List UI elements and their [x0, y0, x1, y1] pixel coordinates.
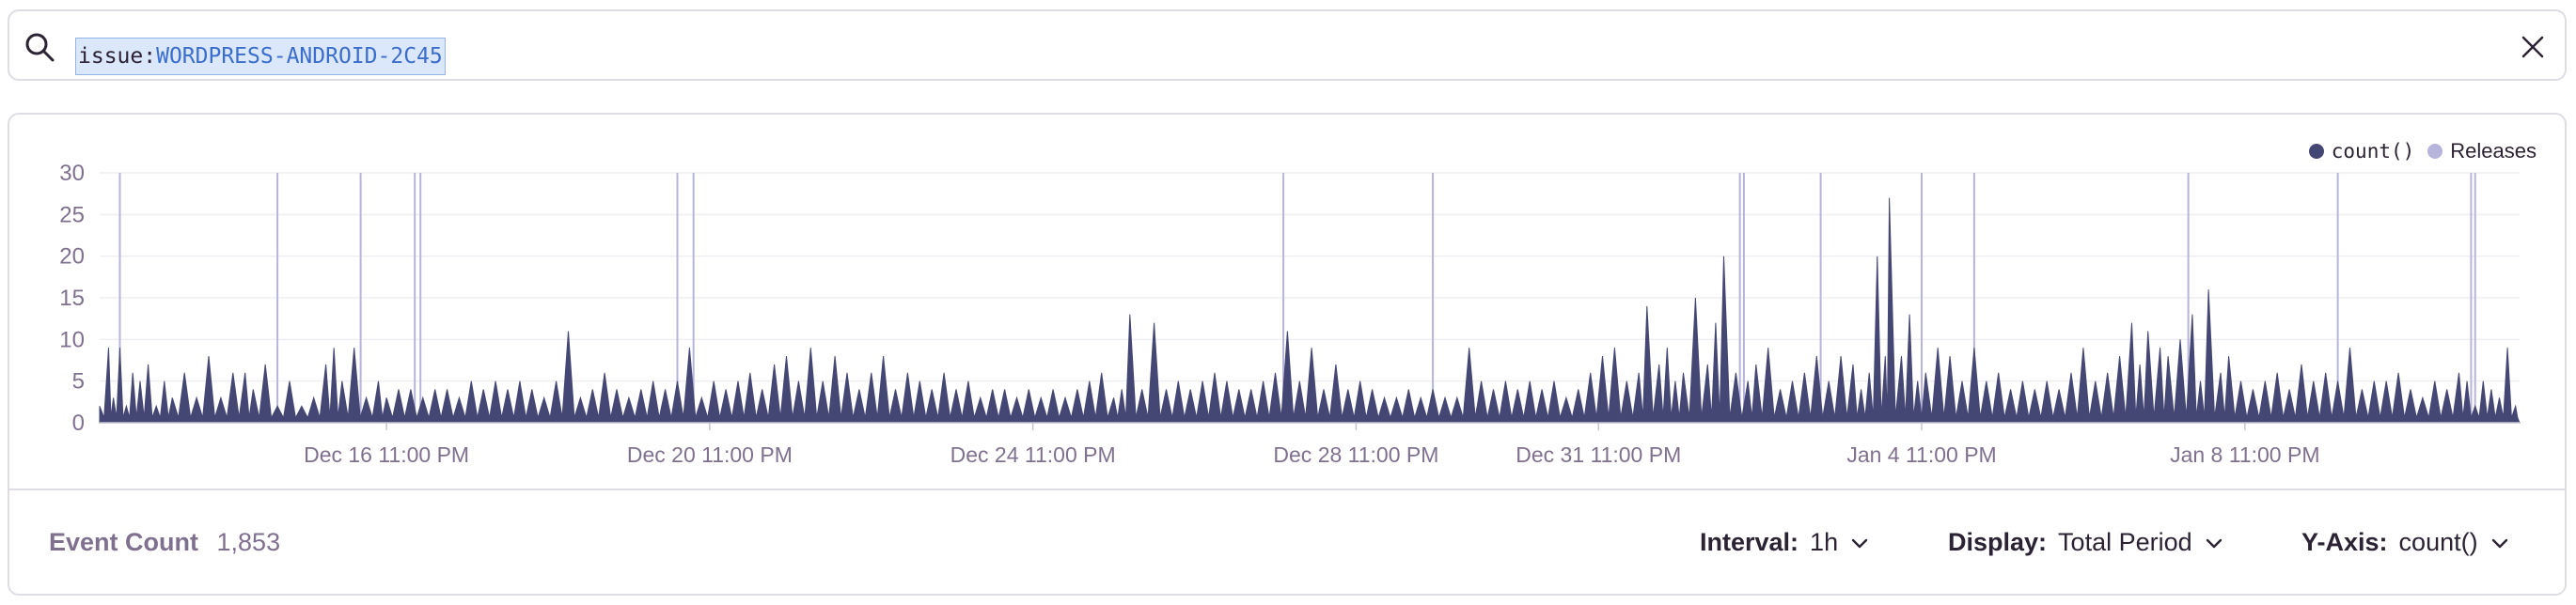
- display-selector[interactable]: Display: Total Period: [1948, 528, 2224, 557]
- chart-legend: count() Releases: [2308, 139, 2537, 163]
- interval-value: 1h: [1810, 528, 1839, 556]
- event-count-value: 1,853: [216, 528, 281, 556]
- legend-item-count[interactable]: count(): [2308, 140, 2415, 163]
- y-tick-label: 25: [59, 202, 85, 227]
- chart-footer: Event Count 1,853 Interval: 1h Display: …: [9, 489, 2565, 596]
- x-tick-label: Dec 20 11:00 PM: [627, 442, 793, 467]
- legend-releases-label: Releases: [2450, 139, 2537, 163]
- legend-count-dot: [2308, 144, 2324, 159]
- x-tick-label: Jan 8 11:00 PM: [2170, 442, 2319, 467]
- x-tick-label: Dec 24 11:00 PM: [950, 442, 1116, 467]
- x-tick-label: Dec 16 11:00 PM: [304, 442, 469, 467]
- close-icon[interactable]: [2520, 34, 2546, 60]
- interval-selector[interactable]: Interval: 1h: [1700, 528, 1870, 557]
- event-count: Event Count 1,853: [49, 528, 280, 557]
- yaxis-value: count(): [2398, 528, 2478, 556]
- y-tick-label: 10: [59, 327, 85, 352]
- display-value: Total Period: [2058, 528, 2192, 556]
- search-query-key: issue:: [78, 44, 157, 69]
- chevron-down-icon: [2206, 538, 2222, 548]
- chart-panel: 0 5 10 15 20 25 30 Dec 16 11:00 PM Dec 20 11:00 …: [8, 113, 2567, 596]
- yaxis-label: Y-Axis:: [2301, 528, 2388, 556]
- y-tick-label: 30: [59, 161, 85, 186]
- search-query-value: WORDPRESS-ANDROID-2C45: [156, 44, 443, 69]
- event-chart: 0 5 10 15 20 25 30 Dec 16 11:00 PM Dec 20 11:00 …: [59, 161, 2521, 467]
- y-tick-label: 5: [72, 369, 85, 395]
- y-tick-label: 20: [59, 244, 85, 270]
- y-tick-label: 15: [59, 286, 85, 311]
- search-query[interactable]: issue:WORDPRESS-ANDROID-2C45: [75, 38, 446, 75]
- series-area-count: [99, 197, 2521, 424]
- legend-item-releases[interactable]: Releases: [2427, 139, 2537, 163]
- legend-count-label: count(): [2331, 140, 2415, 163]
- chevron-down-icon: [2491, 538, 2507, 548]
- yaxis-selector[interactable]: Y-Axis: count(): [2301, 528, 2510, 557]
- interval-label: Interval:: [1700, 528, 1799, 556]
- event-count-label: Event Count: [49, 528, 198, 556]
- search-icon: [25, 33, 55, 62]
- x-tick-label: Dec 31 11:00 PM: [1516, 442, 1681, 467]
- x-tick-label: Dec 28 11:00 PM: [1273, 442, 1438, 467]
- chevron-down-icon: [1851, 538, 1868, 548]
- x-tick-label: Jan 4 11:00 PM: [1846, 442, 1996, 467]
- y-tick-label: 0: [72, 411, 85, 436]
- search-bar[interactable]: issue:WORDPRESS-ANDROID-2C45: [8, 9, 2567, 81]
- display-label: Display:: [1948, 528, 2048, 556]
- legend-releases-dot: [2427, 144, 2443, 159]
